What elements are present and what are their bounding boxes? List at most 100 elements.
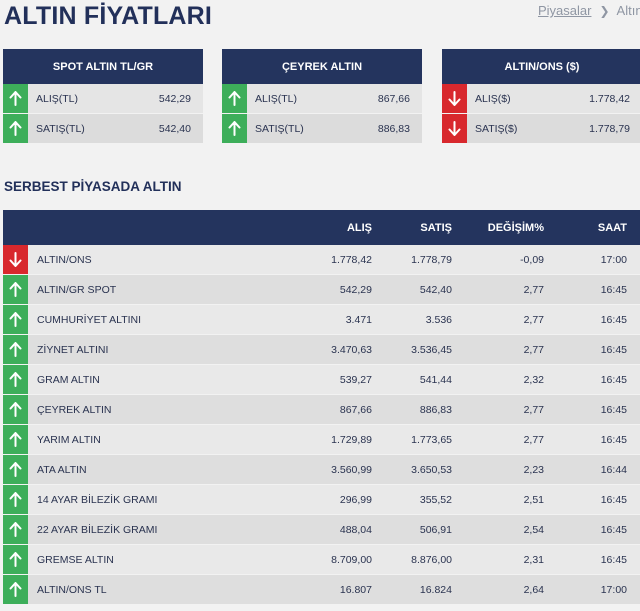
table-row[interactable]: ZİYNET ALTINI 3.470,63 3.536,45 2,77 16:45: [3, 335, 640, 365]
arrow-up-icon: [222, 84, 247, 113]
table-row[interactable]: ÇEYREK ALTIN 867,66 886,83 2,77 16:45: [3, 395, 640, 425]
card-row-value: 1.778,79: [589, 122, 630, 135]
arrow-up-icon: [3, 515, 28, 544]
card-spot-altin: SPOT ALTIN TL/GR ALIŞ(TL) 542,29 SATIŞ(T…: [3, 49, 203, 144]
row-degisim: 2,31: [523, 554, 544, 566]
card-row-satis: SATIŞ(TL) 886,83: [222, 114, 422, 144]
chevron-right-icon: ❯: [599, 3, 610, 18]
row-degisim: 2,32: [523, 374, 544, 386]
row-alis: 539,27: [339, 374, 372, 386]
row-name[interactable]: ZİYNET ALTINI: [37, 344, 109, 356]
row-alis: 3.560,99: [331, 464, 372, 476]
table-row[interactable]: GREMSE ALTIN 8.709,00 8.876,00 2,31 16:45: [3, 545, 640, 575]
table-row[interactable]: 22 AYAR BİLEZİK GRAMI 488,04 506,91 2,54 16:…: [3, 515, 640, 545]
arrow-up-icon: [3, 395, 28, 424]
row-alis: 542,29: [339, 284, 372, 296]
arrow-down-icon: [442, 114, 467, 143]
header-alis[interactable]: ALIŞ: [346, 222, 372, 234]
table-row[interactable]: ALTIN/ONS 1.778,42 1.778,79 -0,09 17:00: [3, 245, 640, 275]
row-saat: 16:45: [600, 434, 627, 446]
row-alis: 296,99: [339, 494, 372, 506]
card-row-satis: SATIŞ(TL) 542,40: [3, 114, 203, 144]
arrow-up-icon: [3, 485, 28, 514]
table-row[interactable]: 14 AYAR BİLEZİK GRAMI 296,99 355,52 2,51 16:…: [3, 485, 640, 515]
header-satis[interactable]: SATIŞ: [420, 222, 452, 234]
row-satis: 8.876,00: [411, 554, 452, 566]
row-satis: 542,40: [419, 284, 452, 296]
row-name[interactable]: GREMSE ALTIN: [37, 554, 114, 566]
row-saat: 16:45: [600, 284, 627, 296]
row-saat: 16:45: [600, 344, 627, 356]
card-row-satis: SATIŞ($) 1.778,79: [442, 114, 640, 144]
row-alis: 1.729,89: [331, 434, 372, 446]
price-table: ALIŞ SATIŞ DEĞİŞİM% SAAT ALTIN/ONS 1.778,…: [3, 210, 640, 605]
header-degisim[interactable]: DEĞİŞİM%: [487, 222, 544, 234]
card-row-value: 886,83: [377, 122, 410, 135]
arrow-up-icon: [3, 545, 28, 574]
arrow-up-icon: [3, 275, 28, 304]
row-satis: 1.773,65: [411, 434, 452, 446]
table-row[interactable]: ALTIN/GR SPOT 542,29 542,40 2,77 16:45: [3, 275, 640, 305]
row-degisim: 2,54: [523, 524, 544, 536]
row-name[interactable]: YARIM ALTIN: [37, 434, 101, 446]
card-row-label: ALIŞ(TL): [36, 92, 79, 105]
arrow-down-icon: [442, 84, 467, 113]
row-degisim: 2,23: [523, 464, 544, 476]
arrow-up-icon: [3, 305, 28, 334]
row-name[interactable]: CUMHURİYET ALTINI: [37, 314, 142, 326]
row-saat: 16:45: [600, 554, 627, 566]
breadcrumb-link-altin[interactable]: Altın: [616, 3, 640, 18]
breadcrumb-link-piyasalar[interactable]: Piyasalar: [538, 3, 592, 18]
table-body: ALTIN/ONS 1.778,42 1.778,79 -0,09 17:00 ALTIN…: [3, 245, 640, 605]
row-name[interactable]: GRAM ALTIN: [37, 374, 100, 386]
row-degisim: 2,77: [523, 434, 544, 446]
card-title: SPOT ALTIN TL/GR: [3, 49, 203, 84]
card-row-label: SATIŞ($): [475, 122, 518, 135]
header-saat[interactable]: SAAT: [597, 222, 627, 234]
row-saat: 16:45: [600, 314, 627, 326]
card-altin-ons: ALTIN/ONS ($) ALIŞ($) 1.778,42 SATIŞ($) …: [442, 49, 640, 144]
page-title: ALTIN FİYATLARI: [4, 2, 213, 30]
row-name[interactable]: 22 AYAR BİLEZİK GRAMI: [37, 524, 158, 536]
row-saat: 16:45: [600, 404, 627, 416]
row-satis: 886,83: [419, 404, 452, 416]
row-degisim: 2,64: [523, 584, 544, 596]
row-name[interactable]: ÇEYREK ALTIN: [37, 404, 112, 416]
arrow-up-icon: [3, 455, 28, 484]
arrow-up-icon: [222, 114, 247, 143]
row-saat: 16:45: [600, 524, 627, 536]
row-alis: 1.778,42: [331, 254, 372, 266]
card-row-label: SATIŞ(TL): [36, 122, 85, 135]
row-name[interactable]: ATA ALTIN: [37, 464, 87, 476]
table-row[interactable]: YARIM ALTIN 1.729,89 1.773,65 2,77 16:45: [3, 425, 640, 455]
arrow-up-icon: [3, 114, 28, 143]
card-row-label: SATIŞ(TL): [255, 122, 304, 135]
row-satis: 1.778,79: [411, 254, 452, 266]
row-saat: 17:00: [600, 584, 627, 596]
arrow-down-icon: [3, 245, 28, 274]
row-name[interactable]: ALTIN/ONS: [37, 254, 92, 266]
card-row-label: ALIŞ($): [475, 92, 511, 105]
card-title: ALTIN/ONS ($): [442, 49, 640, 84]
card-row-value: 1.778,42: [589, 92, 630, 105]
breadcrumb: Piyasalar ❯ Altın: [538, 3, 640, 18]
card-row-alis: ALIŞ($) 1.778,42: [442, 84, 640, 114]
card-title: ÇEYREK ALTIN: [222, 49, 422, 84]
arrow-up-icon: [3, 335, 28, 364]
table-row[interactable]: CUMHURİYET ALTINI 3.471 3.536 2,77 16:45: [3, 305, 640, 335]
row-saat: 16:45: [600, 374, 627, 386]
row-satis: 506,91: [419, 524, 452, 536]
arrow-up-icon: [3, 84, 28, 113]
card-row-alis: ALIŞ(TL) 542,29: [3, 84, 203, 114]
table-row[interactable]: GRAM ALTIN 539,27 541,44 2,32 16:45: [3, 365, 640, 395]
row-name[interactable]: 14 AYAR BİLEZİK GRAMI: [37, 494, 158, 506]
row-alis: 3.470,63: [331, 344, 372, 356]
row-satis: 16.824: [419, 584, 452, 596]
row-satis: 355,52: [419, 494, 452, 506]
table-row[interactable]: ALTIN/ONS TL 16.807 16.824 2,64 17:00: [3, 575, 640, 605]
card-row-label: ALIŞ(TL): [255, 92, 298, 105]
table-row[interactable]: ATA ALTIN 3.560,99 3.650,53 2,23 16:44: [3, 455, 640, 485]
row-name[interactable]: ALTIN/ONS TL: [37, 584, 107, 596]
row-alis: 488,04: [339, 524, 372, 536]
row-name[interactable]: ALTIN/GR SPOT: [37, 284, 117, 296]
